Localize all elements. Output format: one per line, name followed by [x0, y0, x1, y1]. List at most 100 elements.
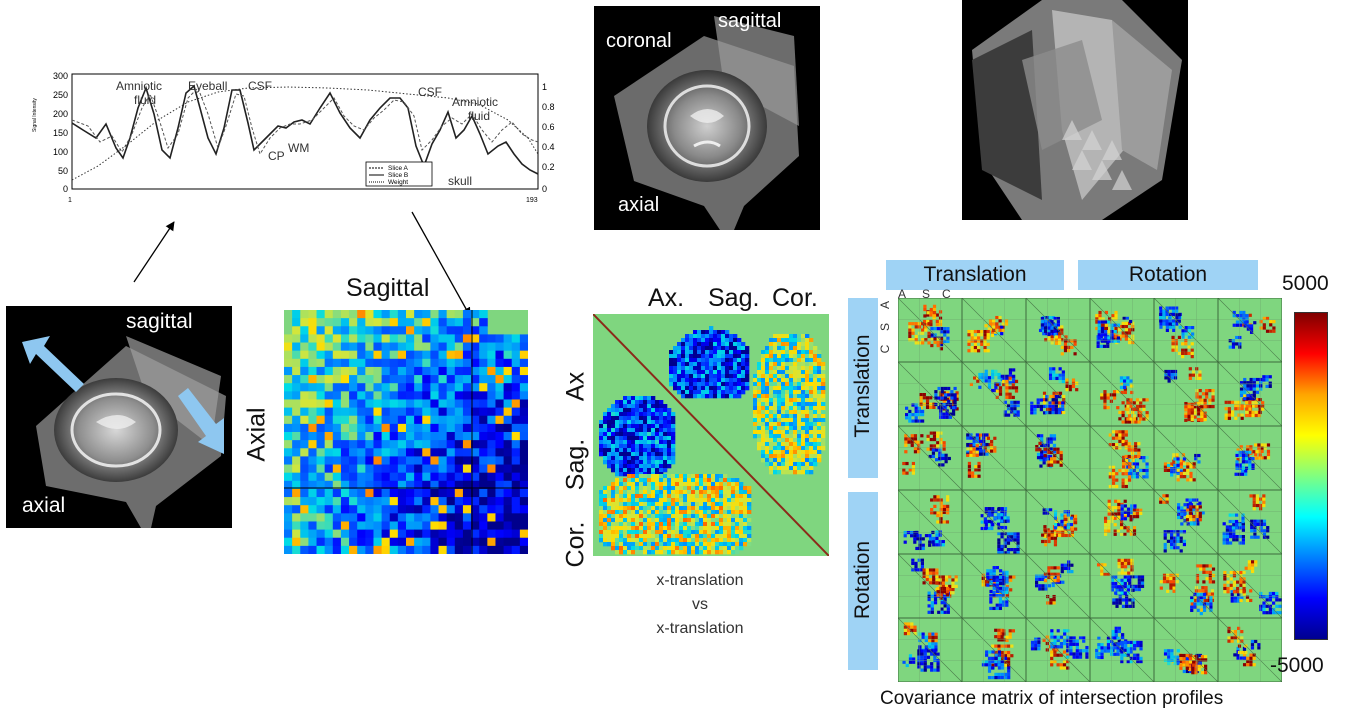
texture-cell	[681, 354, 686, 359]
texture-cell	[397, 545, 407, 554]
texture-cell	[727, 518, 732, 523]
texture-cell	[357, 488, 366, 498]
texture-cell	[681, 342, 686, 347]
texture-cell	[519, 391, 528, 400]
texture-cell	[603, 436, 608, 441]
texture-cell	[813, 434, 818, 439]
texture-cell	[611, 448, 616, 453]
texture-cell	[701, 342, 706, 347]
texture-cell	[1266, 443, 1271, 447]
texture-cell	[1057, 395, 1062, 399]
texture-cell	[745, 366, 750, 371]
texture-cell	[381, 375, 391, 384]
texture-cell	[929, 396, 933, 400]
texture-cell	[683, 474, 688, 479]
texture-cell	[701, 350, 706, 355]
texture-cell	[659, 510, 664, 515]
texture-cell	[701, 362, 706, 367]
texture-cell	[924, 534, 929, 538]
texture-cell	[647, 432, 652, 437]
texture-cell	[669, 378, 674, 383]
texture-cell	[397, 488, 407, 498]
grid-line	[1025, 425, 1091, 491]
texture-cell	[721, 366, 726, 371]
texture-cell	[785, 410, 790, 415]
texture-cell	[773, 354, 778, 359]
texture-cell	[1142, 417, 1146, 421]
texture-cell	[284, 334, 293, 343]
texture-cell	[1187, 335, 1192, 339]
texture-cell	[757, 386, 762, 391]
texture-cell	[741, 346, 746, 351]
texture-cell	[397, 423, 407, 433]
texture-cell	[1045, 316, 1049, 320]
texture-cell	[727, 506, 732, 511]
texture-cell	[603, 502, 608, 507]
texture-cell	[479, 399, 488, 408]
texture-cell	[731, 494, 736, 499]
texture-cell	[1227, 400, 1231, 404]
texture-cell	[639, 478, 644, 483]
texture-cell	[397, 505, 407, 514]
texture-cell	[667, 416, 672, 421]
texture-cell	[1130, 507, 1134, 511]
texture-cell	[984, 376, 988, 380]
texture-cell	[691, 522, 696, 527]
texture-cell	[723, 530, 728, 535]
texture-cell	[777, 462, 782, 467]
texture-cell	[438, 440, 448, 449]
texture-cell	[707, 478, 712, 483]
texture-cell	[709, 354, 714, 359]
texture-cell	[1241, 466, 1246, 470]
texture-cell	[996, 513, 1001, 517]
texture-cell	[929, 405, 933, 409]
texture-cell	[683, 518, 688, 523]
texture-cell	[397, 456, 407, 465]
texture-cell	[1130, 451, 1135, 455]
texture-cell	[667, 546, 672, 551]
texture-cell	[1043, 450, 1047, 454]
texture-cell	[1165, 328, 1169, 333]
annotation: CSF	[418, 85, 442, 99]
texture-cell	[911, 468, 916, 472]
texture-cell	[939, 327, 944, 331]
texture-cell	[1107, 526, 1111, 530]
profile-plot: 300 250 200 150 100 50 0 1 0.8 0.6 0.4 0…	[28, 68, 568, 210]
texture-cell	[1004, 319, 1009, 323]
texture-cell	[713, 338, 718, 343]
texture-cell	[709, 390, 714, 395]
texture-cell	[1227, 413, 1231, 417]
texture-cell	[753, 434, 758, 439]
texture-cell	[1119, 376, 1124, 380]
texture-cell	[340, 383, 350, 392]
texture-cell	[373, 497, 382, 506]
texture-cell	[789, 370, 794, 375]
texture-cell	[381, 423, 391, 433]
texture-cell	[1052, 443, 1057, 447]
texture-cell	[969, 436, 973, 440]
texture-cell	[438, 432, 448, 441]
texture-cell	[471, 529, 480, 539]
texture-cell	[495, 366, 504, 376]
texture-cell	[695, 530, 700, 535]
texture-cell	[373, 545, 382, 554]
texture-cell	[1243, 397, 1247, 401]
texture-cell	[687, 494, 692, 499]
texture-cell	[725, 338, 730, 343]
texture-cell	[675, 510, 680, 515]
texture-cell	[659, 498, 664, 503]
texture-cell	[639, 436, 644, 441]
texture-cell	[619, 420, 624, 425]
texture-cell	[300, 521, 309, 530]
texture-cell	[793, 450, 798, 455]
texture-cell	[349, 529, 358, 539]
texture-cell	[430, 497, 439, 506]
texture-cell	[809, 370, 814, 375]
texture-cell	[1063, 345, 1068, 349]
texture-cell	[619, 448, 624, 453]
texture-cell	[1108, 317, 1112, 321]
texture-cell	[781, 402, 786, 407]
texture-cell	[1110, 329, 1114, 334]
texture-cell	[1177, 319, 1181, 323]
texture-cell	[697, 346, 702, 351]
